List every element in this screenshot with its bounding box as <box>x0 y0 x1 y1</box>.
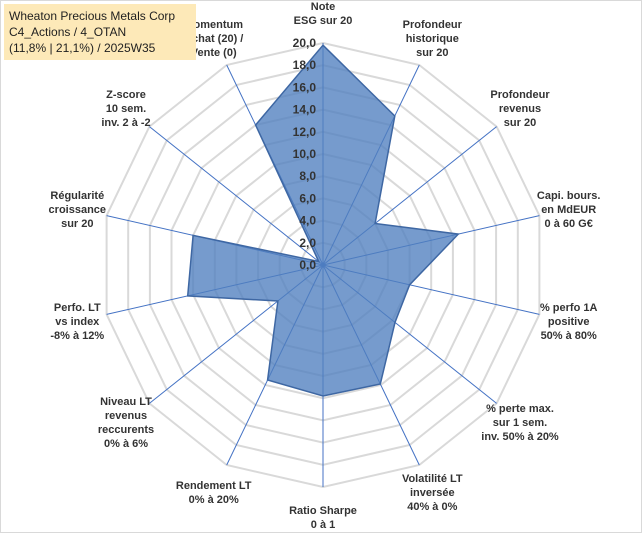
radial-tick-label: 8,0 <box>299 169 316 183</box>
axis-label: % perte max. sur 1 sem. inv. 50% à 20% <box>481 403 559 443</box>
title-company: Wheaton Precious Metals Corp <box>9 9 176 23</box>
title-stats: (11,8% | 21,1%) / 2025W35 <box>9 41 156 55</box>
axis-label: Ratio Sharpe 0 à 1 <box>289 505 357 531</box>
title-category: C4_Actions / 4_OTAN <box>9 25 127 39</box>
axis-label: Z-score 10 sem. inv. 2 à -2 <box>101 89 150 129</box>
radial-tick-label: 2,0 <box>299 236 316 250</box>
radial-tick-label: 6,0 <box>299 191 316 205</box>
radial-tick-label: 14,0 <box>293 103 317 117</box>
axis-label: Profondeur historique sur 20 <box>403 19 463 59</box>
axis-label: % perfo 1A positive 50% à 80% <box>540 302 598 342</box>
radial-tick-label: 20,0 <box>293 36 317 50</box>
radial-tick-label: 10,0 <box>293 147 317 161</box>
axis-label: Volatilité LT inversée 40% à 0% <box>402 473 463 513</box>
axis-label: Profondeur revenus sur 20 <box>490 89 550 129</box>
axis-label: Rendement LT 0% à 20% <box>176 480 252 506</box>
radial-tick-label: 0,0 <box>299 258 316 272</box>
axis-label: Régularité croissance sur 20 <box>49 190 106 230</box>
radial-tick-label: 4,0 <box>299 214 316 228</box>
axis-spoke <box>149 126 324 266</box>
chart-title-box: Wheaton Precious Metals Corp C4_Actions … <box>4 4 196 60</box>
radial-tick-label: 18,0 <box>293 58 317 72</box>
radial-tick-label: 16,0 <box>293 80 317 94</box>
axis-label: Capi. bours. en MdEUR 0 à 60 G€ <box>537 190 601 230</box>
axis-label: Momentum Achat (20) / Vente (0) <box>184 19 243 59</box>
axis-label: Perfo. LT vs index -8% à 12% <box>50 302 104 342</box>
axis-label: Note ESG sur 20 <box>294 1 353 27</box>
radial-tick-label: 12,0 <box>293 125 317 139</box>
series-area <box>186 44 460 397</box>
axis-label: Niveau LT revenus reccurents 0% à 6% <box>98 396 154 450</box>
